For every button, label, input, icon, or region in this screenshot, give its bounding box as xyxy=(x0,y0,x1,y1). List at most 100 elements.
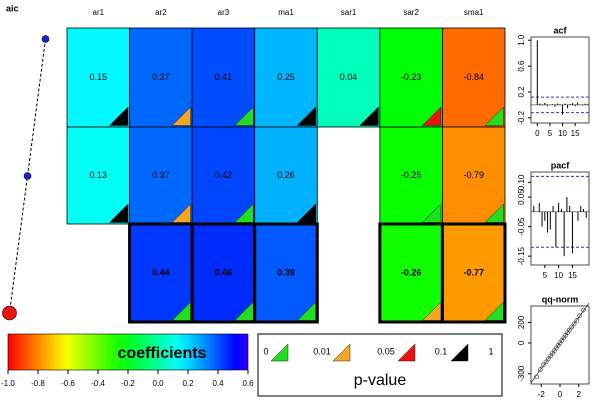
legend-swatch xyxy=(397,343,416,362)
colorbar-tick-label: -0.4 xyxy=(91,379,105,388)
x-tick-label: 5 xyxy=(548,129,553,138)
coefficient-cell xyxy=(129,126,193,225)
colorbar-tick-label: -1.0 xyxy=(1,379,15,388)
panel-frame xyxy=(530,171,590,266)
qq-point xyxy=(540,362,546,368)
qq-point xyxy=(574,318,580,323)
coefficient-cell xyxy=(191,126,256,225)
column-header: ma1 xyxy=(278,8,294,17)
aic-label: aic xyxy=(6,3,19,13)
legend-break: 0.05 xyxy=(377,346,395,356)
qq-point xyxy=(534,374,539,380)
reference-line xyxy=(530,303,590,383)
pvalue-triangle xyxy=(359,106,379,126)
colorbar-tick-label: 0.6 xyxy=(242,379,254,388)
coefficient-label: 0.46 xyxy=(215,267,233,277)
legend-break: 1 xyxy=(488,346,493,356)
column-header: sma1 xyxy=(464,8,484,17)
coefficient-label: 0.25 xyxy=(277,72,295,82)
coefficient-cell xyxy=(254,27,318,128)
coefficient-label: 0.44 xyxy=(152,267,170,277)
coefficient-label: -0.79 xyxy=(463,170,484,180)
pvalue-triangle xyxy=(171,106,191,126)
colorbar-label: coefficients xyxy=(118,345,207,362)
coefficient-cell xyxy=(128,222,194,324)
coefficient-label: 0.39 xyxy=(277,267,295,277)
coefficient-cell xyxy=(316,27,381,128)
colorbar-tick-label: 0.2 xyxy=(182,379,194,388)
pvalue-triangle xyxy=(484,106,504,126)
coefficient-cell xyxy=(253,222,319,324)
coefficient-label: 0.37 xyxy=(152,170,170,180)
pvalue-triangle xyxy=(484,301,504,321)
coefficient-label: 0.42 xyxy=(215,170,233,180)
panel-title: acf xyxy=(553,25,567,35)
y-tick-label: -0.2 xyxy=(517,110,526,124)
column-header: sar2 xyxy=(403,8,419,17)
y-tick-label: 1.0 xyxy=(517,34,526,46)
legend-title: p-value xyxy=(354,372,407,389)
legend-break: 0.1 xyxy=(435,346,448,356)
coefficient-cell xyxy=(66,27,130,128)
y-tick-label: 0.10 xyxy=(517,174,526,190)
pvalue-triangle xyxy=(296,106,316,126)
legend-break: 0 xyxy=(263,346,268,356)
qq-point xyxy=(567,327,572,333)
x-tick-label: 0 xyxy=(558,390,563,399)
legend-break: 0.01 xyxy=(313,346,331,356)
y-tick-label: 200 xyxy=(517,315,526,329)
pvalue-triangle xyxy=(296,301,316,321)
colorbar-tick-label: 0.4 xyxy=(212,379,224,388)
qq-point xyxy=(538,367,543,372)
x-tick-label: 5 xyxy=(543,271,548,280)
coefficient-cell xyxy=(442,27,506,128)
coefficient-cell xyxy=(379,27,443,128)
coefficient-cell xyxy=(442,126,506,225)
x-tick-label: 15 xyxy=(571,129,580,138)
coefficient-label: 0.13 xyxy=(90,170,108,180)
pvalue-triangle xyxy=(421,106,442,126)
x-tick-label: 2 xyxy=(576,390,581,399)
column-header: sar1 xyxy=(341,8,357,17)
qq-point xyxy=(545,356,551,362)
qq-point xyxy=(581,307,586,313)
legend-swatch xyxy=(270,343,289,362)
y-tick-label: 0.6 xyxy=(517,60,526,72)
coefficient-label: -0.77 xyxy=(463,267,484,277)
coefficient-cell xyxy=(66,126,130,225)
coefficient-label: 0.37 xyxy=(152,72,170,82)
colorbar-tick-label: -0.2 xyxy=(121,379,135,388)
pvalue-triangle xyxy=(234,301,254,321)
coefficient-cell xyxy=(190,222,257,324)
coefficient-label: -0.26 xyxy=(401,267,422,277)
x-tick-label: 10 xyxy=(558,129,567,138)
pvalue-triangle xyxy=(171,301,191,321)
coefficient-label: -0.84 xyxy=(463,72,484,82)
panel-title: pacf xyxy=(551,160,571,170)
colorbar-tick-label: -0.8 xyxy=(31,379,45,388)
qq-point xyxy=(569,324,575,330)
coefficient-cell xyxy=(378,222,444,324)
y-tick-label: 0 xyxy=(517,340,526,345)
column-header: ar3 xyxy=(218,8,230,17)
coefficient-cell xyxy=(254,126,318,225)
qq-point xyxy=(543,359,549,365)
y-tick-label: 0.2 xyxy=(517,86,526,98)
coefficient-label: 0.41 xyxy=(215,72,233,82)
legend-swatch xyxy=(450,343,469,362)
pvalue-triangle xyxy=(109,106,129,126)
aic-point xyxy=(41,35,50,43)
colorbar xyxy=(7,333,249,371)
aic-point xyxy=(2,305,17,321)
colorbar-tick-label: 0.0 xyxy=(152,379,164,388)
panel-frame xyxy=(530,36,590,124)
legend-box xyxy=(257,333,503,397)
column-header: ar2 xyxy=(155,8,167,17)
y-tick-label: 0.05 xyxy=(517,189,526,205)
legend-swatch xyxy=(332,343,351,362)
coefficient-label: -0.23 xyxy=(401,72,422,82)
coefficient-label: -0.25 xyxy=(401,170,422,180)
column-header: ar1 xyxy=(93,8,105,17)
colorbar-tick-label: -0.6 xyxy=(61,379,75,388)
